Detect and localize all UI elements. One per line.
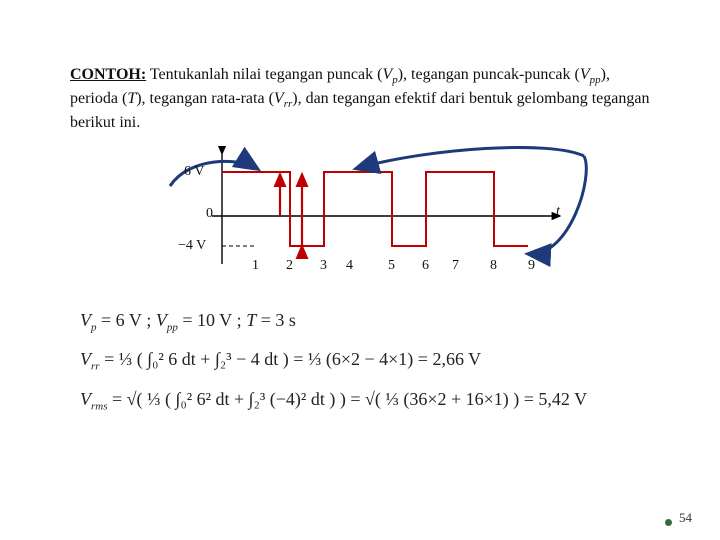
period-arrow-right-icon: [358, 147, 584, 168]
tick-1: 1: [252, 258, 259, 274]
y-zero-label: 0: [206, 206, 213, 222]
slide-bullet-icon: [665, 519, 672, 526]
eq-line-2: Vrr = ⅓ ( ∫₀² 6 dt + ∫₂³ − 4 dt ) = ⅓ (6…: [80, 349, 650, 373]
lead-word: CONTOH:: [70, 66, 146, 83]
y-hi-label: 6 V: [184, 164, 204, 180]
tick-8: 8: [490, 258, 497, 274]
y-lo-label: −4 V: [178, 238, 206, 254]
tick-5: 5: [388, 258, 395, 274]
waveform-graph: 6 V 0 −4 V t 1 2 3 4 5 6 7 8 9: [130, 146, 590, 286]
tick-4: 4: [346, 258, 353, 274]
tick-2: 2: [286, 258, 293, 274]
period-arrow-left-icon: [170, 161, 256, 186]
square-wave: [222, 172, 528, 246]
eq-line-3: Vrms = √( ⅓ ( ∫₀² 6² dt + ∫₂³ (−4)² dt )…: [80, 389, 650, 413]
tick-6: 6: [422, 258, 429, 274]
tick-9: 9: [528, 258, 535, 274]
page-number: 54: [679, 510, 692, 526]
tick-3: 3: [320, 258, 327, 274]
solution-block: Vp = 6 V ; Vpp = 10 V ; T = 3 s Vrr = ⅓ …: [70, 310, 650, 413]
eq-line-1: Vp = 6 V ; Vpp = 10 V ; T = 3 s: [80, 310, 650, 334]
t-axis-label: t: [556, 204, 560, 220]
problem-statement: CONTOH: Tentukanlah nilai tegangan punca…: [70, 64, 650, 134]
tick-7: 7: [452, 258, 459, 274]
